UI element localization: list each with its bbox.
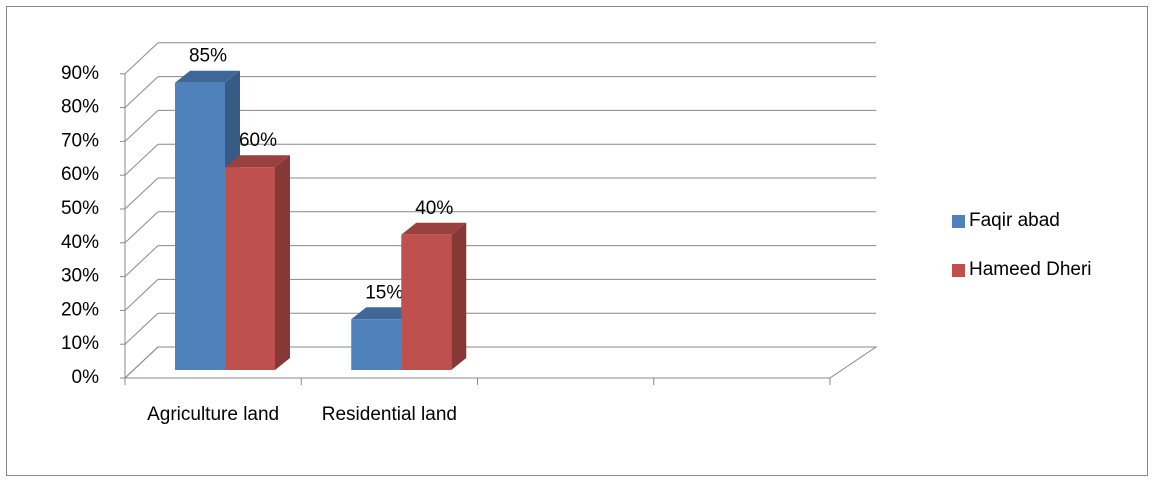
bar-top (175, 70, 240, 83)
y-tick-label: 60% (61, 164, 99, 185)
wall-line (124, 177, 159, 210)
bar-side (451, 222, 467, 370)
y-tick-label: 0% (72, 367, 100, 388)
legend-label: Hameed Dheri (969, 259, 1092, 280)
wall-line (124, 76, 159, 108)
legend-swatch (952, 264, 965, 277)
data-label: 40% (415, 198, 453, 219)
frame (6, 6, 1148, 476)
y-tick-label: 20% (61, 299, 99, 320)
bar (175, 82, 225, 370)
y-tick-label: 40% (61, 232, 99, 253)
data-label: 15% (365, 282, 403, 303)
wall-line (124, 110, 159, 142)
bar-top (225, 155, 290, 168)
wall-line (124, 143, 159, 176)
bar-top (351, 307, 417, 320)
x-tick-label: Residential land (321, 404, 457, 425)
wall-line (124, 245, 159, 277)
y-tick-label: 70% (61, 130, 99, 151)
data-label: 60% (239, 130, 277, 151)
legend-swatch (952, 215, 965, 228)
y-tick-label: 10% (61, 333, 99, 354)
bar (225, 167, 275, 370)
wall-line (124, 42, 159, 75)
bar-top (401, 222, 467, 235)
y-tick-label: 30% (61, 266, 99, 287)
wall-line (124, 312, 159, 345)
wall-line (124, 211, 159, 244)
x-tick-label: Agriculture land (147, 404, 280, 425)
legend-label: Faqir abad (969, 210, 1060, 231)
wall-line (124, 279, 159, 311)
y-tick-label: 50% (61, 198, 99, 219)
bar (351, 319, 402, 370)
data-label: 85% (189, 46, 227, 67)
bar (401, 234, 452, 370)
bar-side (275, 155, 290, 370)
wall-line (124, 346, 159, 379)
y-tick-label: 90% (61, 63, 99, 84)
y-tick-label: 80% (61, 97, 99, 118)
